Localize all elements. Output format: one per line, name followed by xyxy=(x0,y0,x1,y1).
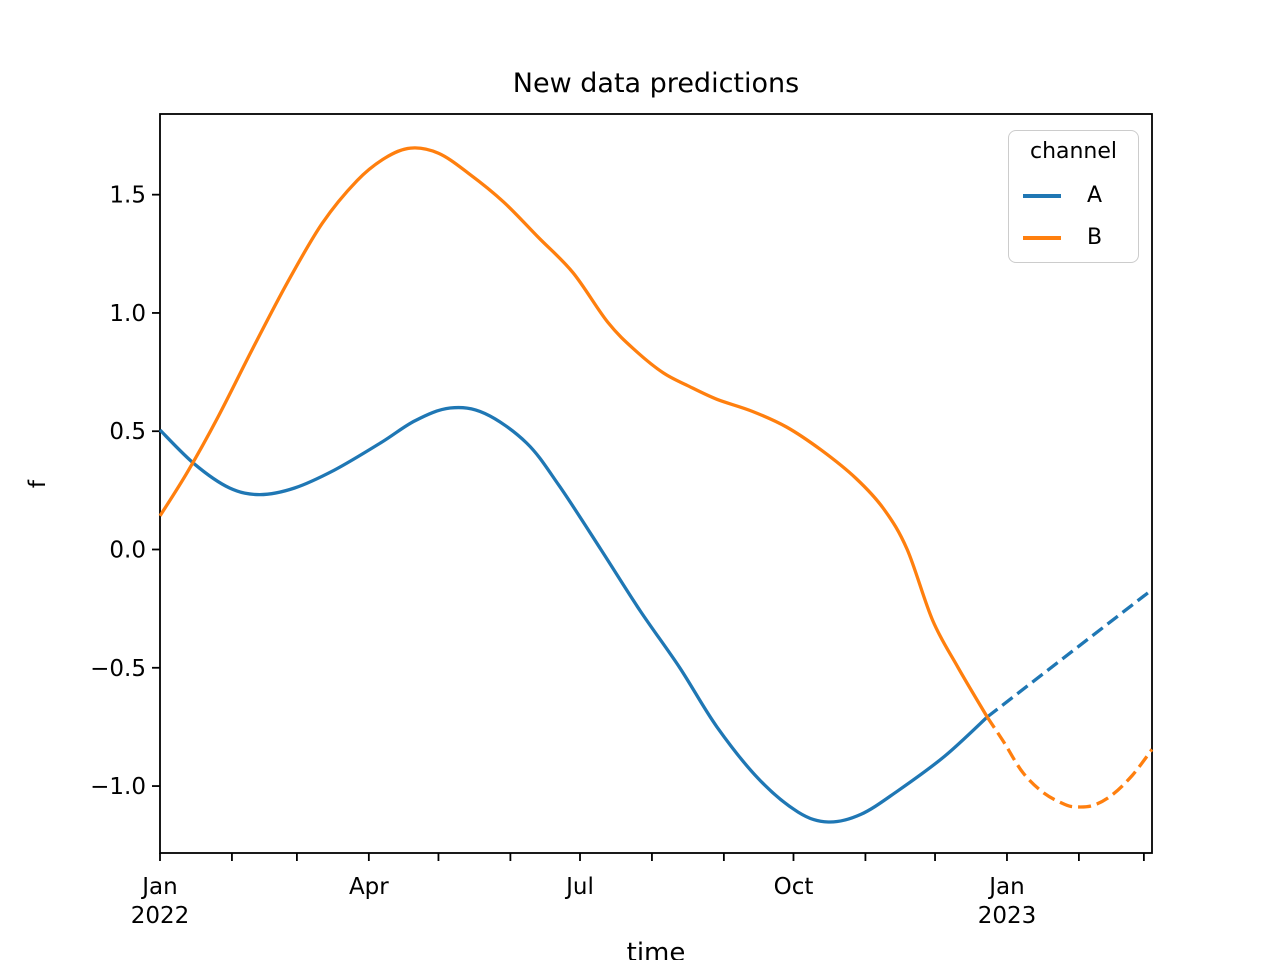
x-tick-label: Jul xyxy=(564,874,594,900)
x-tick-year-label: 2023 xyxy=(978,903,1037,929)
y-tick-label: 0.5 xyxy=(109,419,146,445)
legend-entry-b: B xyxy=(1009,225,1138,251)
axes-spines xyxy=(159,113,1153,854)
y-tick-label: −0.5 xyxy=(90,656,146,682)
legend-label-a: A xyxy=(1087,183,1103,208)
x-tick-label: Jan xyxy=(987,874,1024,900)
y-tick-label: −1.0 xyxy=(90,774,146,800)
series-a-line-swatch xyxy=(1023,194,1061,198)
x-tick-label: Apr xyxy=(349,874,389,900)
y-axis-label: f xyxy=(25,479,51,489)
legend: channel A B xyxy=(1008,130,1139,263)
legend-entry-a: A xyxy=(1009,183,1138,209)
series-A-forecast-path xyxy=(986,588,1154,719)
chart-title: New data predictions xyxy=(512,68,800,99)
x-tick-label: Jan xyxy=(140,874,177,900)
y-tick-label: 0.0 xyxy=(109,537,146,563)
x-tick-year-label: 2022 xyxy=(131,903,190,929)
x-axis-label: time xyxy=(626,938,686,960)
legend-label-b: B xyxy=(1087,225,1103,250)
series-B-forecast-path xyxy=(985,716,1154,809)
y-tick-label: 1.5 xyxy=(109,183,146,209)
legend-title: channel xyxy=(1029,139,1118,164)
series-A-observed-path xyxy=(158,405,989,824)
series-b-line-swatch xyxy=(1023,236,1061,240)
series-B-observed-path xyxy=(158,146,989,718)
y-tick-label: 1.0 xyxy=(109,301,146,327)
x-tick-label: Oct xyxy=(774,874,814,900)
